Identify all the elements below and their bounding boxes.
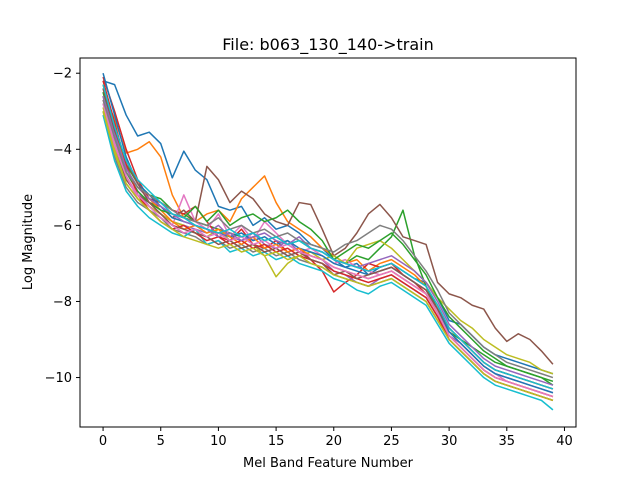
series-line-15: [102, 95, 554, 386]
x-tick-label: 30: [441, 434, 458, 449]
y-tick-label: −8: [53, 295, 72, 310]
series-line-5: [102, 88, 554, 394]
plot-frame: [79, 57, 577, 428]
y-tick-label: −6: [53, 219, 72, 234]
series-line-9: [102, 107, 554, 375]
series-line-11: [102, 73, 554, 394]
x-tick-label: 20: [325, 434, 342, 449]
series-line-16: [102, 88, 554, 390]
x-tick-label: 35: [499, 434, 516, 449]
y-axis: −2 −4 −6 −8 −10: [45, 67, 80, 386]
series-line-10: [102, 114, 554, 411]
x-tick-label: 40: [556, 434, 573, 449]
x-tick-label: 15: [268, 434, 285, 449]
series-line-6: [102, 95, 554, 365]
x-tick-label: 0: [99, 434, 107, 449]
x-axis: 0 5 10 15 20 25 30 35 40: [99, 427, 573, 449]
chart-title: File: b063_130_140->train: [222, 35, 433, 55]
series-line-2: [102, 91, 554, 390]
x-axis-label: Mel Band Feature Number: [243, 456, 414, 471]
x-tick-label: 25: [383, 434, 400, 449]
series-layer: [102, 73, 554, 411]
series-line-19: [102, 111, 554, 402]
x-tick-label: 5: [157, 434, 165, 449]
y-axis-label: Log Magnitude: [21, 194, 36, 290]
series-line-20: [102, 84, 554, 390]
y-tick-label: −2: [53, 67, 72, 82]
series-line-18: [102, 99, 554, 379]
series-line-12: [102, 84, 554, 398]
y-tick-label: −10: [45, 371, 72, 386]
y-tick-label: −4: [53, 143, 72, 158]
series-line-17: [102, 103, 554, 398]
x-tick-label: 10: [210, 434, 227, 449]
